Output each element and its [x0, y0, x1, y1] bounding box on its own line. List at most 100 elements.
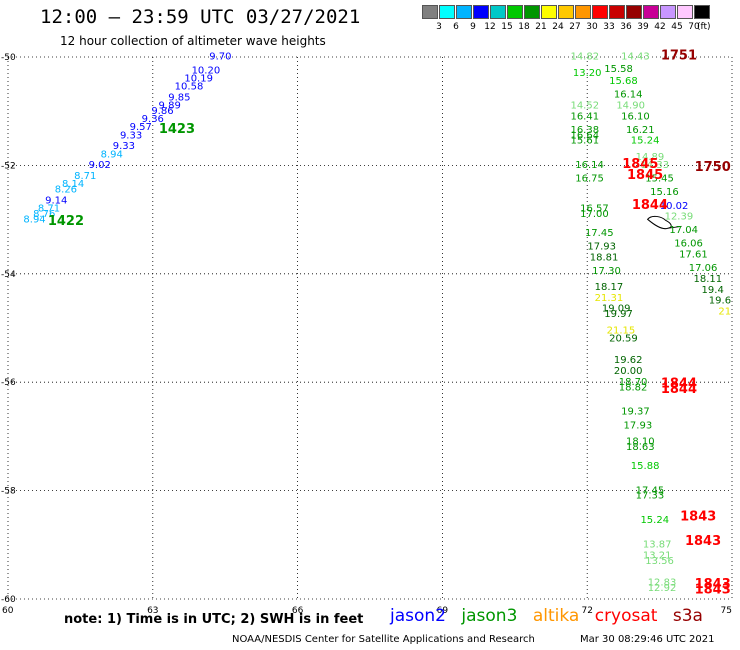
- track-time-label: 1845: [622, 157, 658, 172]
- y-tick-label: -56: [1, 378, 16, 388]
- legend-swatch: [456, 5, 472, 19]
- wave-height-label: 8.76: [33, 209, 55, 220]
- wave-height-label: 15.24: [631, 136, 660, 147]
- wave-height-label: 16.57: [580, 203, 609, 214]
- wave-height-label: 15.16: [650, 187, 679, 198]
- wave-height-label: 14.33: [640, 160, 669, 171]
- legend-swatch: [643, 5, 659, 19]
- credit-text: NOAA/NESDIS Center for Satellite Applica…: [232, 634, 535, 645]
- legend-swatch: [490, 5, 506, 19]
- track-time-label: 1423: [159, 122, 195, 137]
- legend-label: 42: [654, 22, 666, 32]
- wave-height-label: 14.89: [636, 152, 665, 163]
- wave-height-label: 17.00: [580, 209, 609, 220]
- track-time-label: 1844: [661, 377, 697, 392]
- legend-label: 12: [484, 22, 496, 32]
- wave-height-label: 19.37: [621, 407, 650, 418]
- wave-height-label: 8.71: [74, 171, 96, 182]
- wave-height-label: 16.75: [575, 174, 604, 185]
- legend-label: 3: [436, 22, 442, 32]
- track-time-label: 1844: [632, 198, 668, 213]
- wave-height-label: 20.00: [614, 366, 643, 377]
- wave-height-label: 9.89: [159, 100, 181, 111]
- wave-height-label: 16.41: [570, 111, 599, 122]
- island-outline: [646, 215, 672, 230]
- satellite-altika: altika: [532, 606, 580, 626]
- satellite-s3a: s3a: [672, 606, 703, 626]
- wave-height-label: 17.45: [585, 228, 614, 239]
- x-tick-label: 66: [292, 606, 304, 616]
- wave-height-label: 18.81: [590, 252, 619, 263]
- legend-swatch: [677, 5, 693, 19]
- track-time-label: 1845: [627, 168, 663, 183]
- wave-height-label: 9.57: [130, 122, 152, 133]
- x-tick-label: 63: [147, 606, 158, 616]
- legend-label: 36: [620, 22, 632, 32]
- satellite-legend: jason2 jason3 altika cryosat s3a: [390, 606, 713, 626]
- wave-height-label: 17.33: [636, 491, 665, 502]
- wave-height-label: 20.59: [609, 334, 638, 345]
- wave-height-label: 13.56: [645, 556, 674, 567]
- wave-height-label: 8.26: [55, 185, 77, 196]
- y-tick-label: -54: [1, 270, 16, 280]
- y-tick-label: -52: [1, 161, 16, 171]
- track-time-label: 1422: [48, 214, 84, 229]
- track-time-label: 1843: [685, 534, 721, 549]
- wave-height-label: 8.94: [101, 149, 123, 160]
- x-tick-label: 69: [437, 606, 449, 616]
- wave-height-label: 8.71: [38, 203, 60, 214]
- wave-height-label: 16.21: [626, 125, 655, 136]
- wave-height-label: 9.33: [113, 141, 135, 152]
- legend-swatch: [694, 5, 710, 19]
- legend-swatch: [660, 5, 676, 19]
- wave-height-label: 21: [718, 306, 731, 317]
- legend-label: 70: [688, 22, 700, 32]
- wave-height-label: 9.02: [89, 160, 111, 171]
- wave-height-label: 16.64: [570, 130, 599, 141]
- legend-swatch: [541, 5, 557, 19]
- wave-height-label: 12.92: [648, 583, 677, 594]
- wave-height-label: 13.87: [643, 540, 672, 551]
- track-time-label: 1751: [661, 49, 697, 64]
- wave-height-label: 14.90: [616, 100, 645, 111]
- footer-note: note: 1) Time is in UTC; 2) SWH is in fe…: [64, 612, 364, 627]
- wave-height-label: 18.11: [694, 274, 723, 285]
- wave-height-label: 19.6: [709, 296, 731, 307]
- wave-height-label: 15.68: [609, 76, 638, 87]
- legend-label: 30: [586, 22, 598, 32]
- wave-height-label: 18.10: [626, 437, 655, 448]
- wave-height-label: 10.19: [184, 73, 213, 84]
- wave-height-label: 18.17: [595, 282, 624, 293]
- wave-height-label: 10.58: [175, 82, 204, 93]
- legend-label: 15: [501, 22, 513, 32]
- wave-height-label: 18.82: [619, 382, 648, 393]
- legend-label: 39: [637, 22, 649, 32]
- wave-height-label: 14.82: [570, 52, 599, 63]
- legend-label: 33: [603, 22, 615, 32]
- wave-height-label: 9.85: [168, 92, 190, 103]
- wave-height-label: 17.06: [689, 263, 718, 274]
- generation-timestamp: Mar 30 08:29:46 UTC 2021: [580, 634, 715, 645]
- legend-label: 24: [552, 22, 564, 32]
- y-tick-label: -50: [1, 53, 16, 63]
- wave-height-label: 17.93: [624, 420, 653, 431]
- wave-height-label: 17.45: [636, 485, 665, 496]
- wave-height-label: 15.88: [631, 461, 660, 472]
- wave-height-label: 16.14: [575, 160, 604, 171]
- wave-height-label: 10.02: [660, 201, 689, 212]
- wave-height-label: 19.4: [702, 285, 724, 296]
- legend-label: 6: [453, 22, 459, 32]
- legend-label: 27: [569, 22, 581, 32]
- legend-label: 9: [470, 22, 476, 32]
- legend-label: 45: [671, 22, 683, 32]
- y-tick-label: -60: [1, 595, 16, 605]
- wave-height-label: 9.70: [209, 52, 231, 63]
- wave-height-label: 19.09: [602, 304, 631, 315]
- wave-height-label: 12.83: [648, 577, 677, 588]
- wave-height-label: 8.94: [23, 214, 45, 225]
- track-time-label: 1843: [695, 583, 731, 598]
- wave-height-label: 15.45: [645, 174, 674, 185]
- x-tick-label: 72: [581, 606, 592, 616]
- x-tick-label: 75: [721, 606, 732, 616]
- legend-swatch: [575, 5, 591, 19]
